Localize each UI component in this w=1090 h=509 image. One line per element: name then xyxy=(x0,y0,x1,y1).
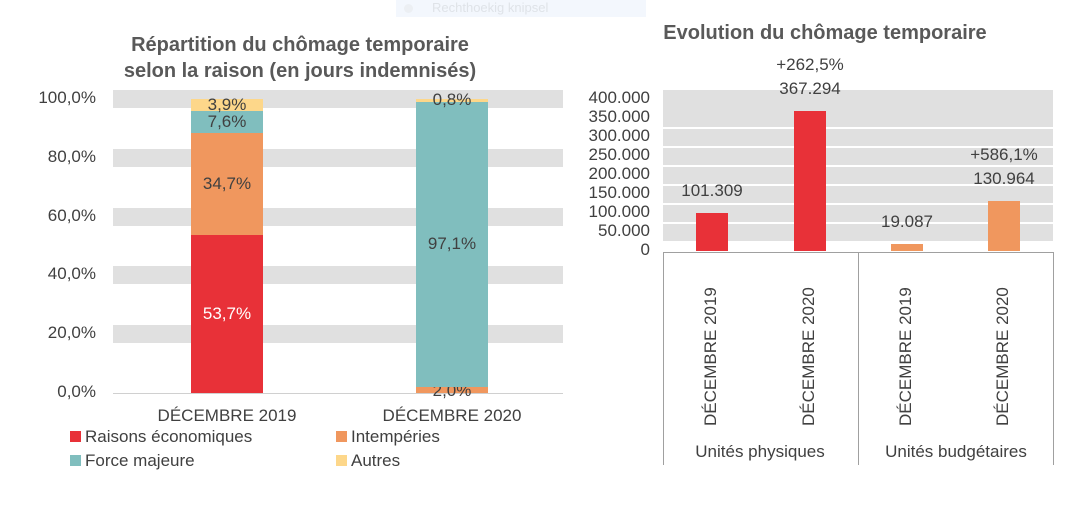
bar-segment xyxy=(191,235,263,393)
gridband xyxy=(113,266,563,285)
data-label: 3,9% xyxy=(207,95,247,115)
chart2-title: Evolution du chômage temporaire xyxy=(663,22,987,44)
legend-item-autres: Autres xyxy=(336,451,400,471)
group-label: Unités budgétaires xyxy=(885,442,1027,461)
legend-swatch xyxy=(336,431,347,442)
data-label: 34,7% xyxy=(202,174,252,194)
axis-divider xyxy=(858,252,859,465)
snip-icon xyxy=(404,4,413,13)
gridband xyxy=(113,148,563,167)
snip-overlay: Rechthoekig knipsel xyxy=(396,0,646,17)
axis-divider xyxy=(1053,252,1054,465)
legend-label: Autres xyxy=(351,451,401,470)
legend-label: Intempéries xyxy=(351,427,440,446)
chart1-title: Répartition du chômage temporaire selon … xyxy=(60,32,540,84)
bar xyxy=(794,111,826,251)
snip-label: Rechthoekig knipsel xyxy=(432,0,549,15)
y-tick-label: 300.000 xyxy=(588,126,650,145)
x-tick-label: DÉCEMBRE 2020 xyxy=(382,406,522,425)
y-tick-label: 250.000 xyxy=(588,145,650,164)
y-tick-label: 100,0% xyxy=(38,88,96,107)
gridline xyxy=(663,222,1053,224)
y-tick-label: 20,0% xyxy=(47,323,96,343)
legend-swatch xyxy=(336,455,347,466)
bar-segment xyxy=(191,133,263,236)
y-tick-label: 40,0% xyxy=(47,264,96,284)
data-label: 367.294 xyxy=(779,79,841,99)
bar-segment xyxy=(416,99,488,102)
legend-item-intemperies: Intempéries xyxy=(336,427,440,447)
bar-segment xyxy=(191,110,263,134)
chart1-title-line2: selon la raison (en jours indemnisés) xyxy=(123,60,477,82)
y-tick-label: 60,0% xyxy=(47,205,96,225)
gridband xyxy=(113,207,563,226)
chart1-title-line1: Répartition du chômage temporaire xyxy=(131,34,469,56)
data-label: 97,1% xyxy=(427,234,477,254)
x-tick-label: DÉCEMBRE 2019 xyxy=(701,287,720,426)
gridline xyxy=(663,241,1053,243)
x-axis-line xyxy=(113,393,563,394)
y-tick-label: 200.000 xyxy=(588,164,650,183)
bar xyxy=(696,212,728,251)
y-tick-label: 0 xyxy=(640,240,650,259)
change-label: +586,1% xyxy=(970,145,1038,165)
x-tick-label: DÉCEMBRE 2019 xyxy=(896,287,915,426)
bar-segment xyxy=(416,387,488,393)
legend-swatch xyxy=(70,455,81,466)
data-label: 7,6% xyxy=(207,111,247,131)
gridline xyxy=(663,184,1053,186)
gridband xyxy=(113,325,563,344)
bar xyxy=(891,243,923,251)
y-tick-label: 80,0% xyxy=(47,146,96,166)
data-label: 19.087 xyxy=(881,211,933,231)
data-label: 130.964 xyxy=(973,169,1035,189)
y-tick-label: 0,0% xyxy=(57,382,96,401)
y-tick-label: 150.000 xyxy=(588,183,650,202)
axis-divider xyxy=(663,252,664,465)
legend-item-force-majeure: Force majeure xyxy=(70,451,195,471)
gridband xyxy=(113,90,563,108)
legend-label: Raisons économiques xyxy=(85,427,253,446)
legend-swatch xyxy=(70,431,81,442)
x-tick-label: DÉCEMBRE 2020 xyxy=(799,287,818,426)
y-tick-label: 350.000 xyxy=(588,107,650,126)
bar-segment xyxy=(191,99,263,111)
bar-segment xyxy=(416,101,488,388)
data-label: 53,7% xyxy=(202,304,252,324)
data-label: 0,8% xyxy=(432,90,472,110)
x-tick-label: DÉCEMBRE 2020 xyxy=(993,287,1012,426)
gridline xyxy=(663,203,1053,205)
bar xyxy=(988,201,1020,251)
legend-item-economiques: Raisons économiques xyxy=(70,427,252,447)
y-tick-label: 400.000 xyxy=(588,88,650,107)
x-tick-label: DÉCEMBRE 2019 xyxy=(157,406,297,425)
legend-label: Force majeure xyxy=(85,451,195,470)
y-tick-label: 50.000 xyxy=(598,221,650,240)
data-label: 101.309 xyxy=(681,180,743,200)
gridline xyxy=(663,165,1053,167)
group-label: Unités physiques xyxy=(695,442,825,461)
change-label: +262,5% xyxy=(776,55,844,75)
y-tick-label: 100.000 xyxy=(588,202,650,221)
gridline xyxy=(663,127,1053,129)
gridline xyxy=(663,146,1053,148)
